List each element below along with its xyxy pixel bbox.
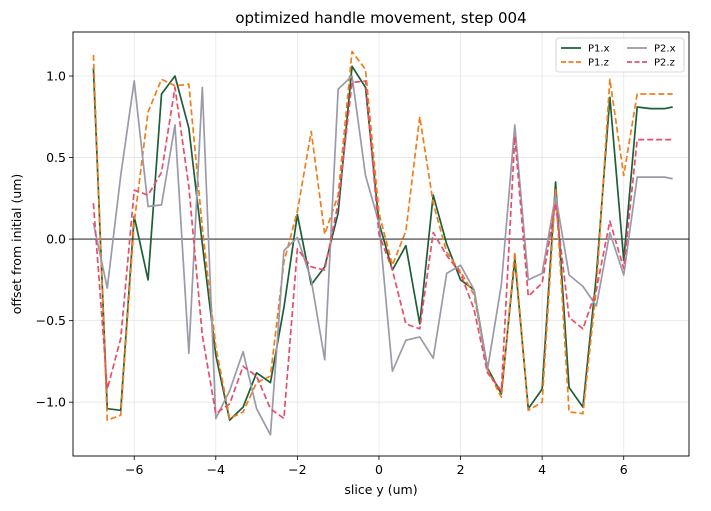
y-tick-label: 1.0	[46, 69, 66, 84]
x-tick-label: 4	[538, 462, 546, 477]
x-ticks: −6 −4 −2 0 2 4 6	[125, 456, 628, 477]
series-line-p1-x	[92, 65, 673, 421]
x-tick-label: −4	[207, 462, 225, 477]
legend-label: P1.x	[588, 44, 610, 55]
series-line-p2-x	[92, 75, 673, 436]
y-tick-label: 0.5	[46, 150, 66, 165]
chart-title: optimized handle movement, step 004	[235, 9, 526, 27]
x-tick-label: 0	[375, 462, 383, 477]
legend-box	[555, 37, 685, 73]
y-tick-label: 0.0	[46, 232, 66, 247]
series-line-p2-z	[92, 80, 673, 420]
legend: P1.x P1.z P2.x P2.z	[555, 37, 685, 73]
y-axis-label: offset from initial (um)	[9, 174, 24, 315]
series-line-p1-z	[92, 50, 673, 421]
y-tick-label: −0.5	[36, 313, 66, 328]
x-axis-label: slice y (um)	[344, 482, 417, 497]
x-tick-label: −6	[125, 462, 143, 477]
legend-label: P2.z	[654, 58, 675, 69]
x-tick-label: −2	[288, 462, 306, 477]
x-tick-label: 2	[457, 462, 465, 477]
legend-label: P1.z	[588, 58, 609, 69]
legend-label: P2.x	[654, 44, 676, 55]
y-ticks: −1.0 −0.5 0.0 0.5 1.0	[36, 69, 73, 410]
plot-frame	[72, 31, 690, 457]
y-tick-label: −1.0	[36, 395, 66, 410]
series-lines	[92, 50, 673, 436]
x-tick-label: 6	[620, 462, 628, 477]
